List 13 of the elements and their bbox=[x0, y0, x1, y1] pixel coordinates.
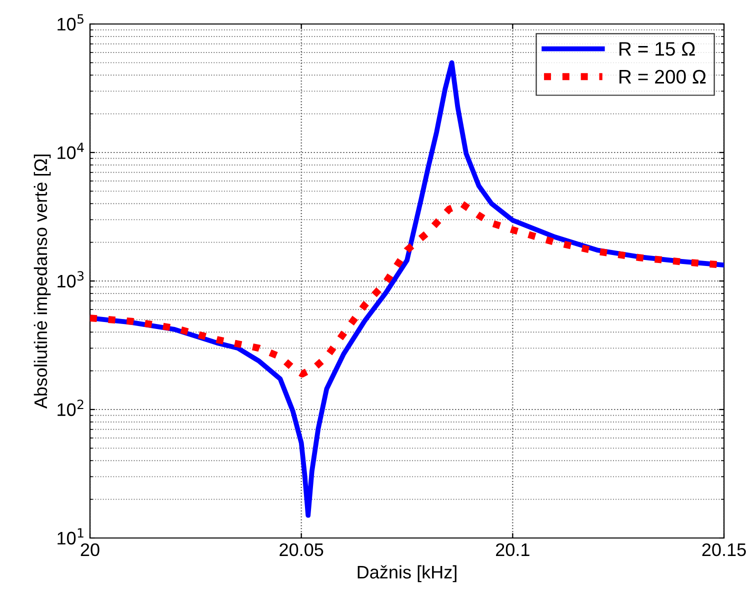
y-tick-label: 10$^{1}$ bbox=[58, 528, 84, 545]
legend-label: R = 15 Ω bbox=[620, 42, 695, 56]
x-axis-title: Dažnis [kHz] bbox=[358, 565, 456, 582]
y-tick-label: 10$^{2}$ bbox=[58, 400, 84, 416]
x-tick-label: 20.15 bbox=[702, 543, 746, 556]
y-axis-title: Absoliutinė impedanso vertė [Ω] bbox=[34, 154, 51, 409]
y-tick-label: 10$^{4}$ bbox=[58, 142, 84, 160]
x-tick-label: 20.1 bbox=[496, 543, 530, 556]
legend-label: R = 200 Ω bbox=[620, 70, 706, 84]
x-tick-label: 20.05 bbox=[280, 543, 324, 556]
x-tick-label: 20 bbox=[80, 543, 100, 556]
y-tick-label: 10$^{5}$ bbox=[58, 14, 84, 31]
y-tick-label: 10$^{3}$ bbox=[58, 271, 84, 288]
